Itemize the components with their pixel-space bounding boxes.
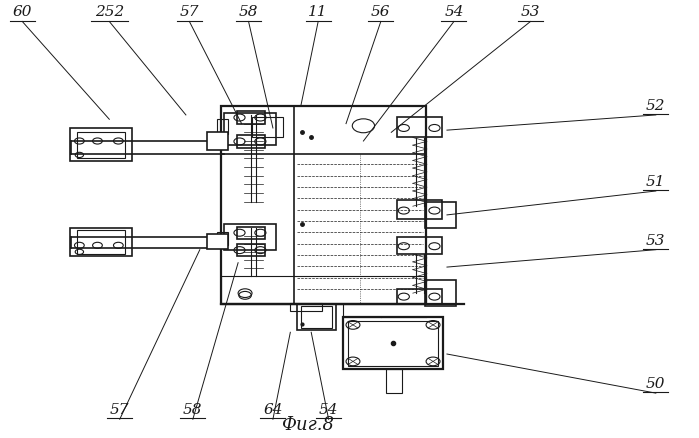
Bar xyxy=(217,232,229,245)
Bar xyxy=(77,230,125,254)
Text: 11: 11 xyxy=(308,5,328,19)
Bar xyxy=(70,228,132,256)
Text: 64: 64 xyxy=(263,403,282,417)
Bar xyxy=(387,369,402,393)
Bar xyxy=(348,321,438,366)
Bar xyxy=(237,244,264,256)
Bar xyxy=(290,303,322,311)
Bar xyxy=(207,233,228,249)
Text: 54: 54 xyxy=(319,403,338,417)
Bar xyxy=(207,132,228,150)
Text: 52: 52 xyxy=(646,99,665,113)
Bar xyxy=(397,200,442,219)
Bar xyxy=(237,111,264,124)
Bar xyxy=(221,276,426,304)
Bar xyxy=(425,280,456,306)
Bar xyxy=(221,106,426,154)
Text: 51: 51 xyxy=(646,175,665,189)
Text: 58: 58 xyxy=(239,5,259,19)
Bar xyxy=(224,113,276,145)
Bar xyxy=(297,304,336,330)
Bar xyxy=(77,132,125,159)
Text: 57: 57 xyxy=(110,403,129,417)
Bar xyxy=(224,224,276,250)
Bar xyxy=(301,306,332,328)
Text: 56: 56 xyxy=(371,5,391,19)
Bar xyxy=(237,135,264,148)
Bar xyxy=(217,119,229,134)
Text: 53: 53 xyxy=(646,233,665,247)
Bar xyxy=(343,317,443,369)
Bar xyxy=(397,117,442,137)
Bar xyxy=(425,202,456,228)
Bar xyxy=(237,226,264,239)
Text: 252: 252 xyxy=(94,5,124,19)
Text: 58: 58 xyxy=(183,403,203,417)
Text: 54: 54 xyxy=(444,5,463,19)
Text: 57: 57 xyxy=(180,5,199,19)
Bar xyxy=(397,289,442,304)
Text: 50: 50 xyxy=(646,377,665,391)
Text: 60: 60 xyxy=(13,5,32,19)
Bar xyxy=(252,117,283,137)
Bar xyxy=(397,237,442,254)
Bar xyxy=(70,128,132,161)
Bar xyxy=(221,106,426,304)
Text: Фиг.8: Фиг.8 xyxy=(281,417,334,434)
Text: 53: 53 xyxy=(521,5,540,19)
